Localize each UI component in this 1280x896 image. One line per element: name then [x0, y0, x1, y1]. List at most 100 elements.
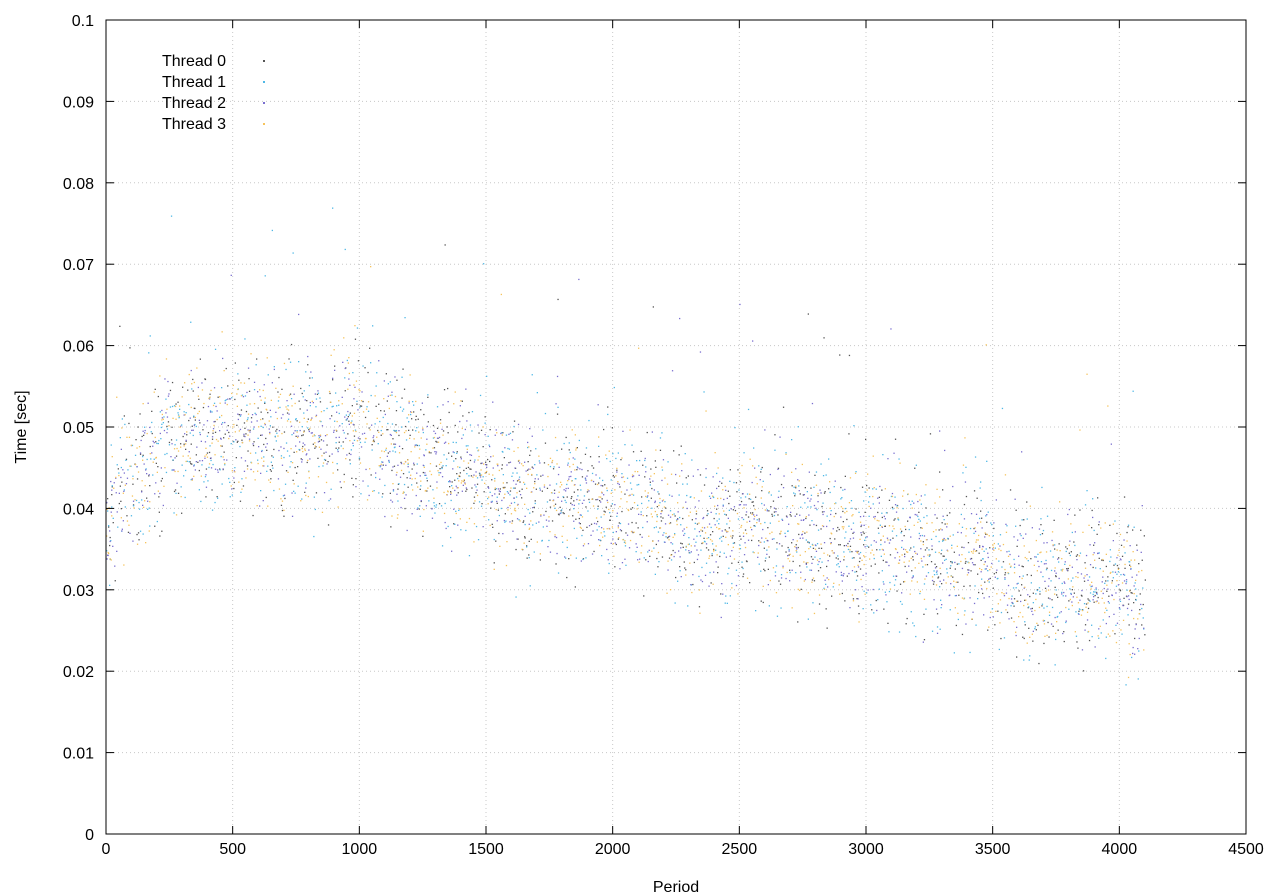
- data-point: [149, 453, 151, 455]
- data-point: [237, 440, 239, 442]
- data-point: [493, 562, 495, 564]
- data-point: [1132, 646, 1134, 649]
- data-point: [241, 442, 244, 444]
- data-point: [402, 492, 404, 494]
- data-point: [1109, 549, 1111, 551]
- data-point: [820, 543, 822, 545]
- data-point: [1017, 539, 1019, 541]
- data-point: [271, 382, 273, 384]
- data-point: [1015, 631, 1017, 633]
- data-point: [339, 425, 341, 427]
- data-point: [421, 402, 423, 404]
- data-point: [637, 527, 639, 529]
- data-point: [660, 520, 663, 522]
- data-point: [951, 547, 953, 549]
- data-point: [112, 517, 114, 519]
- data-point: [550, 492, 553, 494]
- data-point: [612, 531, 614, 534]
- data-point: [282, 413, 284, 416]
- data-point: [792, 555, 794, 557]
- data-point: [699, 612, 701, 614]
- data-point: [122, 520, 124, 522]
- data-point: [946, 549, 948, 551]
- data-point: [622, 430, 624, 432]
- data-point: [419, 448, 421, 450]
- data-point: [619, 529, 622, 531]
- data-point: [690, 545, 692, 547]
- data-point: [383, 398, 385, 400]
- data-point: [186, 431, 188, 433]
- data-point: [501, 432, 503, 434]
- data-point: [911, 570, 913, 572]
- data-point: [651, 550, 653, 552]
- data-point: [1046, 542, 1048, 544]
- data-point: [682, 506, 684, 509]
- data-point: [237, 418, 239, 421]
- data-point: [386, 429, 388, 431]
- data-point: [961, 633, 964, 636]
- data-point: [1108, 595, 1110, 597]
- data-point: [437, 470, 439, 472]
- data-point: [291, 462, 294, 464]
- data-point: [568, 558, 570, 560]
- data-point: [593, 522, 596, 525]
- data-point: [866, 484, 868, 487]
- data-point: [473, 461, 476, 463]
- data-point: [434, 451, 436, 453]
- data-point: [369, 347, 371, 349]
- data-point: [254, 412, 256, 414]
- data-point: [482, 446, 484, 448]
- data-point: [403, 388, 406, 390]
- data-point: [253, 441, 255, 443]
- data-point: [969, 558, 972, 560]
- data-point: [903, 548, 905, 550]
- data-point: [475, 471, 477, 473]
- data-point: [468, 411, 470, 414]
- data-point: [814, 544, 817, 546]
- data-point: [601, 527, 603, 529]
- data-point: [747, 539, 750, 541]
- data-point: [529, 512, 531, 514]
- data-point: [231, 392, 233, 395]
- data-point: [433, 502, 435, 504]
- data-point: [1137, 648, 1139, 650]
- data-point: [389, 492, 391, 494]
- data-point: [915, 552, 917, 554]
- data-point: [179, 408, 181, 410]
- data-point: [881, 489, 883, 491]
- data-point: [338, 436, 340, 438]
- data-point: [946, 526, 948, 528]
- data-point: [991, 524, 993, 526]
- data-point: [196, 367, 198, 369]
- data-point: [693, 538, 695, 540]
- data-point: [389, 450, 391, 453]
- data-point: [585, 482, 588, 484]
- data-point: [1094, 646, 1096, 648]
- data-point: [683, 534, 685, 536]
- data-point: [621, 510, 623, 513]
- data-point: [805, 562, 807, 564]
- data-point: [926, 564, 929, 566]
- data-point: [890, 328, 892, 330]
- data-point: [153, 442, 155, 444]
- data-point: [1128, 598, 1130, 601]
- data-point: [381, 426, 383, 428]
- data-point: [856, 575, 859, 577]
- data-point: [825, 608, 827, 610]
- data-point: [190, 463, 192, 465]
- data-point: [1115, 592, 1117, 594]
- data-point: [205, 486, 208, 488]
- data-point: [620, 491, 623, 493]
- data-point: [569, 451, 571, 454]
- data-point: [888, 499, 891, 501]
- data-point: [118, 502, 120, 505]
- data-point: [924, 494, 926, 496]
- data-point: [649, 481, 651, 483]
- data-point: [700, 579, 702, 581]
- data-point: [708, 585, 710, 587]
- data-point: [142, 533, 144, 535]
- y-axis-label: Time [sec]: [13, 390, 30, 463]
- data-point: [983, 550, 985, 552]
- data-point: [815, 550, 818, 552]
- data-point: [665, 532, 667, 535]
